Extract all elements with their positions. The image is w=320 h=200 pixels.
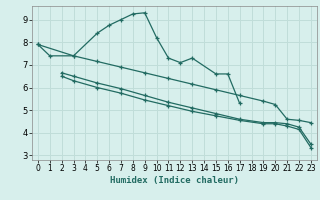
X-axis label: Humidex (Indice chaleur): Humidex (Indice chaleur) xyxy=(110,176,239,185)
